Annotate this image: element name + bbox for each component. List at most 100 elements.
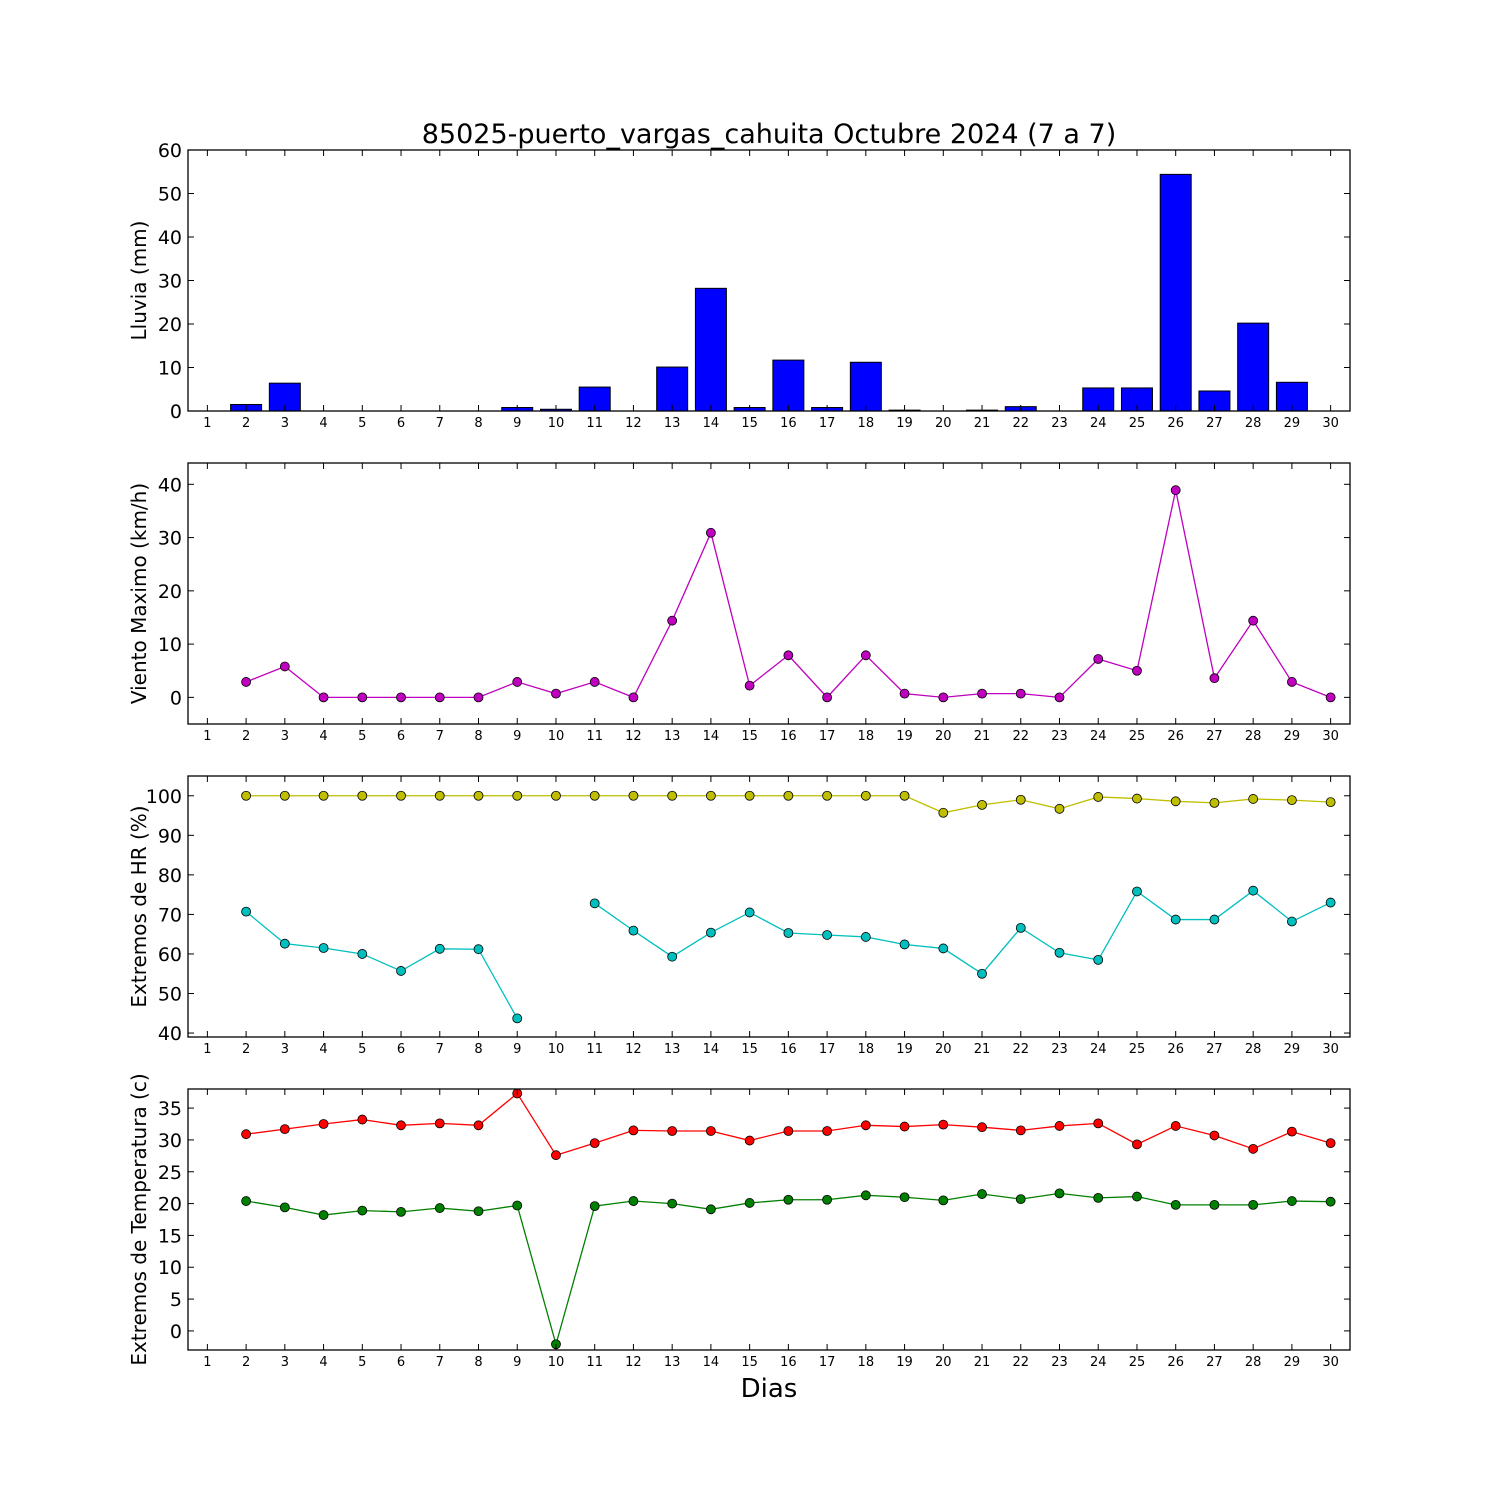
x-tick-label: 28 <box>1245 1042 1262 1057</box>
series-1-point-day-8 <box>473 1120 484 1131</box>
x-tick-label: 20 <box>935 1355 952 1370</box>
x-tick-label: 25 <box>1129 1042 1146 1057</box>
series-2-point-day-4 <box>318 1210 329 1220</box>
x-tick-label: 15 <box>741 1042 758 1057</box>
x-tick-label: 9 <box>513 729 521 744</box>
series-2-point-day-26 <box>1170 1199 1181 1210</box>
series-1-point-day-27 <box>1209 673 1220 684</box>
x-tick-label: 18 <box>858 729 875 744</box>
x-tick-label: 16 <box>780 729 797 744</box>
series-1-point-day-24 <box>1093 654 1104 664</box>
series-1-point-day-5 <box>357 1114 368 1125</box>
y-tick-label: 40 <box>158 474 182 496</box>
x-tick-label: 12 <box>625 1355 642 1370</box>
x-tick-label: 6 <box>397 416 405 431</box>
series-2-point-day-18 <box>860 1190 871 1201</box>
x-tick-label: 19 <box>896 416 913 431</box>
series-1-point-day-18 <box>860 790 871 801</box>
series-1-point-day-3 <box>279 661 290 672</box>
series-1-point-day-29 <box>1287 795 1297 806</box>
series-1-point-day-9 <box>512 790 523 801</box>
y-tick-label: 0 <box>170 687 182 709</box>
y-tick-label: 10 <box>158 634 182 656</box>
x-tick-label: 4 <box>319 1042 327 1057</box>
series-2-point-day-27 <box>1209 914 1220 925</box>
series-2-point-day-15 <box>744 1198 755 1208</box>
series-2-point-day-27 <box>1209 1199 1220 1210</box>
series-2-point-day-9 <box>512 1200 523 1211</box>
series-2-point-day-28 <box>1248 885 1259 896</box>
y-tick-label: 20 <box>158 581 182 603</box>
series-2-point-day-7 <box>434 1203 445 1213</box>
series-2-point-day-25 <box>1132 1191 1142 1202</box>
series-1-point-day-6 <box>396 1120 406 1131</box>
series-2-point-day-16 <box>783 928 794 938</box>
x-tick-label: 5 <box>358 1042 366 1057</box>
series-2-point-day-24 <box>1093 954 1104 965</box>
series-1-point-day-7 <box>434 1118 445 1129</box>
series-2-point-day-22 <box>1015 922 1026 933</box>
series-1-point-day-7 <box>434 790 445 801</box>
x-tick-label: 4 <box>319 1355 327 1370</box>
y-tick-label: 35 <box>158 1098 182 1120</box>
series-2-point-day-2 <box>241 1196 252 1206</box>
x-tick-label: 26 <box>1167 1042 1184 1057</box>
x-tick-label: 27 <box>1206 1042 1223 1057</box>
series-2-point-day-22 <box>1015 1194 1026 1205</box>
x-tick-label: 21 <box>974 1355 991 1370</box>
series-1-point-day-23 <box>1054 1121 1065 1131</box>
x-tick-label: 27 <box>1206 729 1223 744</box>
y-tick-label: 40 <box>158 227 182 249</box>
x-tick-label: 11 <box>586 1355 603 1370</box>
bar-day-3 <box>268 382 301 412</box>
series-2-point-day-6 <box>396 966 406 976</box>
series-2-point-day-6 <box>396 1206 406 1217</box>
series-2-point-day-30 <box>1325 897 1336 908</box>
series-1-point-day-8 <box>473 790 484 801</box>
y-axis-label: Extremos de Temperatura (c) <box>127 1073 151 1365</box>
series-1-point-day-16 <box>783 790 794 801</box>
x-tick-label: 2 <box>242 416 250 431</box>
x-tick-label: 14 <box>703 416 720 431</box>
y-tick-label: 0 <box>170 1321 182 1343</box>
x-tick-label: 2 <box>242 729 250 744</box>
series-2-point-day-13 <box>667 951 678 962</box>
x-tick-label: 26 <box>1167 1355 1184 1370</box>
series-1-point-day-20 <box>938 1119 949 1130</box>
series-1-point-day-11 <box>589 677 600 687</box>
x-tick-label: 13 <box>664 729 681 744</box>
x-tick-label: 12 <box>625 416 642 431</box>
y-tick-label: 60 <box>158 944 182 966</box>
series-2-point-day-14 <box>706 1204 716 1215</box>
series-2-point-day-20 <box>938 943 949 954</box>
series-1-point-day-11 <box>589 1138 600 1149</box>
series-1-point-day-10 <box>551 1150 561 1161</box>
x-tick-label: 28 <box>1245 1355 1262 1370</box>
x-tick-label: 14 <box>703 1355 720 1370</box>
series-1-point-day-12 <box>628 790 639 801</box>
y-tick-label: 20 <box>158 314 182 336</box>
bar-day-13 <box>656 366 689 412</box>
x-tick-label: 25 <box>1129 729 1146 744</box>
series-2-point-day-12 <box>628 925 639 936</box>
x-tick-label: 21 <box>974 1042 991 1057</box>
series-2-point-day-11 <box>589 1201 600 1212</box>
x-tick-label: 22 <box>1012 1042 1029 1057</box>
x-tick-label: 24 <box>1090 1042 1107 1057</box>
x-tick-label: 15 <box>741 729 758 744</box>
x-tick-label: 13 <box>664 1042 681 1057</box>
x-tick-label: 30 <box>1322 729 1339 744</box>
series-2-point-day-8 <box>473 1206 484 1217</box>
series-2-point-day-9 <box>512 1013 523 1024</box>
series-1-point-day-25 <box>1132 1139 1142 1150</box>
series-1-point-day-23 <box>1054 803 1065 814</box>
series-2-line-2 <box>594 889 1331 975</box>
series-1-point-day-22 <box>1015 1125 1026 1136</box>
series-1-point-day-14 <box>706 790 716 801</box>
series-1-point-day-17 <box>822 790 832 801</box>
axes-frame <box>187 462 1351 725</box>
y-tick-label: 90 <box>158 825 182 847</box>
x-tick-label: 24 <box>1090 1355 1107 1370</box>
